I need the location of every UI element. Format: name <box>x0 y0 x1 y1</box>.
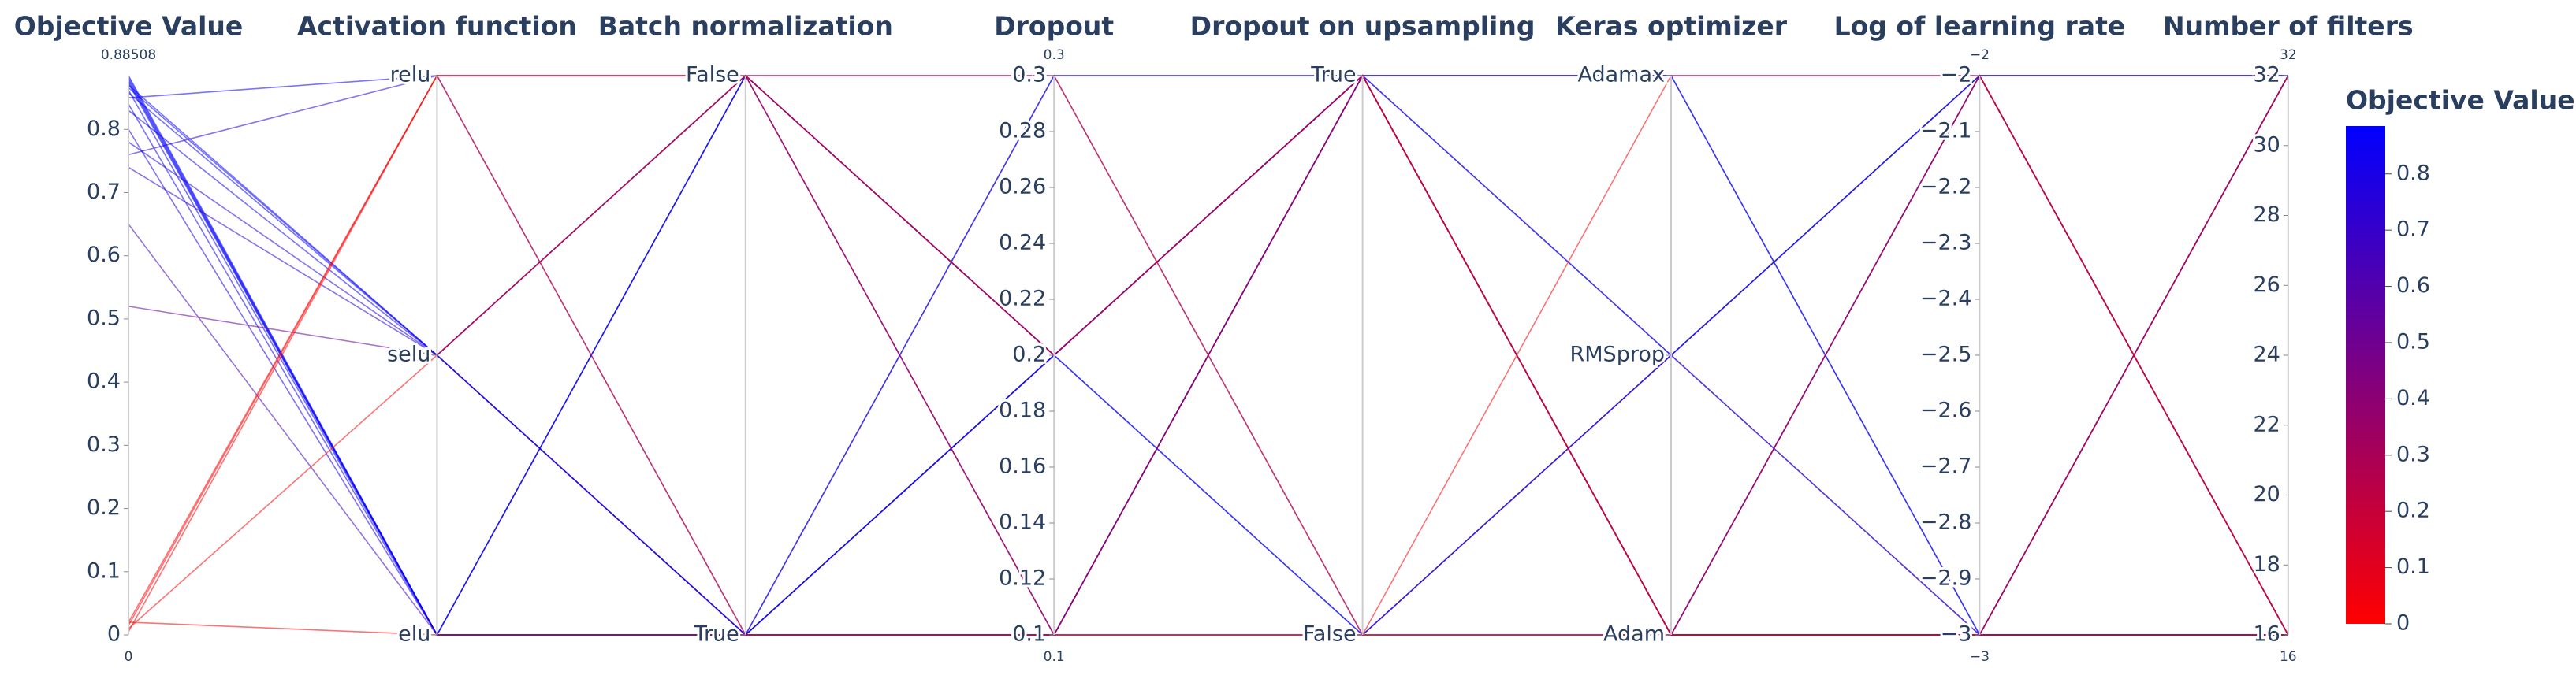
tick-label: −2.4 <box>1920 287 1972 311</box>
tick-label: False <box>1303 622 1357 647</box>
colorbar-tick-label: 0.7 <box>2396 217 2430 242</box>
tick-label: 26 <box>2253 273 2280 297</box>
tick-label: 20 <box>2253 482 2280 506</box>
tick-label: −2.5 <box>1920 343 1972 367</box>
range-max-label: 0.3 <box>1044 47 1065 63</box>
tick-label: 0.6 <box>87 243 121 267</box>
range-max-label: 32 <box>2280 47 2297 63</box>
tick-label: 16 <box>2253 622 2280 647</box>
tick-label: True <box>693 622 739 647</box>
trial-line <box>128 74 2288 636</box>
axis-title: Objective Value <box>14 11 244 42</box>
tick-label: 0.1 <box>87 558 121 583</box>
tick-label: 0.2 <box>87 495 121 520</box>
axis-title: Keras optimizer <box>1555 11 1788 42</box>
tick-label: Adamax <box>1577 63 1665 87</box>
tick-label: 0.18 <box>999 399 1046 423</box>
tick-label: 0.28 <box>999 119 1046 143</box>
colorbar-tick-label: 0.2 <box>2396 499 2430 523</box>
tick-label: 0.14 <box>999 510 1046 535</box>
tick-label: −2.3 <box>1920 231 1972 255</box>
lines <box>128 74 2289 636</box>
tick-label: 22 <box>2253 412 2280 436</box>
range-min-label: −3 <box>1970 649 1990 665</box>
tick-label: 0.5 <box>87 306 121 330</box>
colorbar-tick-label: 0.6 <box>2396 273 2430 298</box>
range-min-label: 0 <box>125 649 133 665</box>
tick-label: 24 <box>2253 343 2280 367</box>
tick-label: 0.1 <box>1012 622 1046 647</box>
range-max-label: −2 <box>1970 47 1990 63</box>
range-min-label: 0.1 <box>1044 649 1065 665</box>
tick-label: 0.7 <box>87 180 121 204</box>
colorbar-tick-label: 0 <box>2396 611 2410 636</box>
axis-title: Batch normalization <box>598 11 893 42</box>
tick-label: −2.9 <box>1920 566 1972 591</box>
axis-title: Number of filters <box>2163 11 2414 42</box>
tick-label: 0.26 <box>999 175 1046 199</box>
tick-label: 30 <box>2253 132 2280 157</box>
tick-label: relu <box>390 63 431 87</box>
tick-label: 0.22 <box>999 287 1046 311</box>
colorbar <box>2346 126 2385 624</box>
axis-title: Dropout on upsampling <box>1190 11 1536 42</box>
tick-label: 18 <box>2253 552 2280 577</box>
tick-label: −3 <box>1941 622 1972 647</box>
tick-label: selu <box>387 343 430 367</box>
tick-label: elu <box>398 622 430 647</box>
tick-label: RMSprop <box>1570 343 1666 367</box>
colorbar-tick-label: 0.1 <box>2396 555 2430 579</box>
tick-label: −2.8 <box>1920 510 1972 535</box>
axis-title: Dropout <box>994 11 1114 42</box>
tick-label: 0.3 <box>87 432 121 457</box>
tick-label: 0.8 <box>87 117 121 141</box>
colorbar-tick-label: 0.3 <box>2396 442 2430 466</box>
trial-line <box>128 74 2289 636</box>
colorbar-tick-label: 0.4 <box>2396 386 2430 410</box>
tick-label: 0.24 <box>999 231 1046 255</box>
tick-label: 0.16 <box>999 455 1046 479</box>
tick-label: 0.2 <box>1012 343 1046 367</box>
tick-label: 28 <box>2253 202 2280 227</box>
tick-label: 0.12 <box>999 566 1046 591</box>
tick-label: −2.7 <box>1920 455 1972 479</box>
axis-title: Activation function <box>297 11 577 42</box>
tick-label: False <box>686 63 739 87</box>
tick-label: 0.3 <box>1012 63 1046 87</box>
tick-label: 32 <box>2253 63 2280 87</box>
colorbar-title: Objective Value <box>2346 85 2575 116</box>
colorbar-tick-label: 0.5 <box>2396 329 2430 354</box>
axis-title: Log of learning rate <box>1834 11 2126 42</box>
tick-label: −2.2 <box>1920 175 1972 199</box>
tick-label: True <box>1310 63 1356 87</box>
tick-label: −2.6 <box>1920 399 1972 423</box>
colorbar-tick-label: 0.8 <box>2396 161 2430 185</box>
tick-label: 0 <box>107 622 121 647</box>
range-min-label: 16 <box>2280 649 2297 665</box>
tick-label: 0.4 <box>87 369 121 394</box>
range-max-label: 0.88508 <box>101 47 156 63</box>
tick-label: Adam <box>1603 622 1665 647</box>
tick-label: −2.1 <box>1920 119 1972 143</box>
tick-label: −2 <box>1941 63 1972 87</box>
